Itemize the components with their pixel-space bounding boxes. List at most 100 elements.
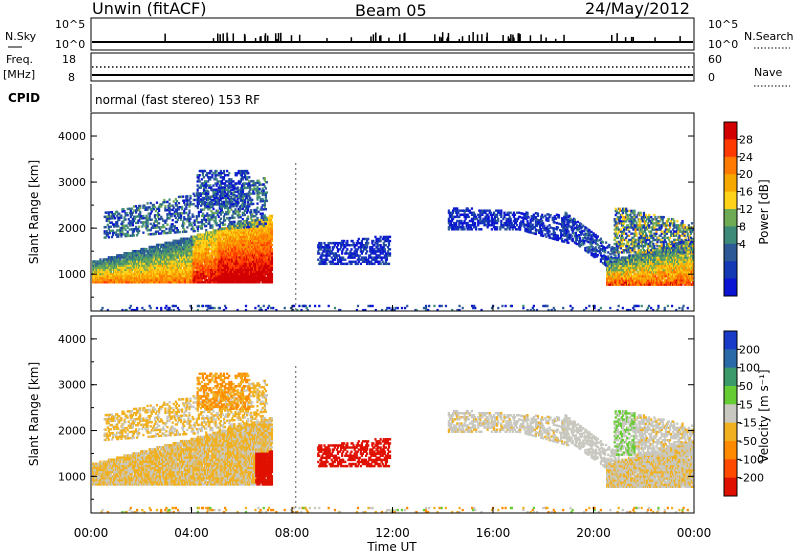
power-echo [174, 212, 177, 215]
power-echo [197, 221, 200, 224]
power-echo [270, 237, 274, 240]
power-echo [321, 254, 324, 257]
power-echo [258, 183, 261, 187]
power-echo [226, 268, 230, 272]
power-echo [193, 237, 196, 240]
power-echo [172, 200, 175, 203]
power-echo [246, 207, 250, 210]
power-echo [239, 194, 242, 198]
power-echo [264, 225, 267, 228]
nsky-spike [458, 38, 461, 42]
power-echo [219, 237, 222, 240]
power-echo [206, 174, 209, 177]
power-echo [270, 214, 274, 218]
power-echo [174, 247, 177, 251]
power-echo [201, 203, 205, 206]
power-echo [264, 193, 267, 196]
power-echo [185, 211, 188, 215]
power-echo [121, 256, 124, 259]
power-echo [219, 184, 222, 187]
power-echo [233, 245, 236, 249]
power-echo [228, 182, 231, 185]
power-echo [128, 256, 131, 259]
power-echo [232, 188, 235, 191]
power-echo [264, 187, 267, 190]
power-echo [171, 212, 174, 216]
power-echo [240, 205, 244, 208]
power-echo [200, 178, 203, 181]
power-echo [248, 184, 251, 187]
power-echo [269, 218, 273, 222]
power-echo [250, 266, 254, 269]
power-echo [327, 241, 330, 245]
power-echo [227, 212, 230, 216]
power-echo [165, 227, 168, 231]
power-echo [246, 215, 250, 218]
power-echo [123, 256, 126, 259]
power-echo [246, 209, 250, 212]
power-echo [109, 260, 113, 263]
power-echo [228, 180, 231, 183]
power-echo [336, 262, 340, 266]
power-echo [171, 252, 174, 255]
power-echo [233, 216, 236, 219]
power-echo [136, 234, 139, 237]
power-echo [223, 262, 226, 265]
power-echo [319, 260, 322, 263]
power-echo [202, 186, 206, 189]
power-echo [177, 201, 181, 205]
power-echo [240, 186, 244, 189]
power-echo [218, 190, 221, 193]
power-echo [270, 252, 274, 255]
power-echo [121, 278, 124, 282]
power-echo [142, 214, 145, 218]
power-echo [231, 200, 234, 204]
power-echo [132, 234, 136, 237]
power-echo [221, 231, 224, 234]
power-echo [242, 169, 246, 173]
nsky-spike [441, 32, 444, 42]
power-echo [256, 266, 259, 269]
power-echo [270, 223, 274, 226]
power-echo [235, 276, 238, 280]
power-echo [329, 241, 332, 245]
power-echo [250, 215, 253, 218]
power-echo [252, 274, 255, 278]
power-echo [192, 268, 195, 272]
power-echo [185, 205, 188, 208]
power-echo [201, 171, 205, 175]
power-echo [193, 194, 196, 197]
power-echo [211, 256, 214, 259]
power-echo [197, 178, 200, 181]
power-echo [189, 196, 192, 200]
power-echo [139, 256, 142, 259]
power-echo [132, 266, 136, 269]
power-echo [100, 266, 103, 269]
nave-tick-bottom: 0 [708, 71, 715, 84]
power-echo [146, 222, 149, 226]
power-echo [220, 205, 223, 208]
power-echo [189, 217, 192, 221]
power-echo [330, 250, 333, 253]
power-echo [145, 247, 148, 251]
power-echo [201, 174, 205, 177]
power-echo [161, 203, 164, 206]
power-echo [321, 260, 324, 263]
power-echo [226, 217, 229, 220]
nsky-spike [486, 32, 488, 42]
power-echo [127, 272, 130, 276]
power-echo [208, 233, 211, 236]
power-echo [223, 174, 227, 177]
power-echo [197, 176, 200, 179]
power-echo [126, 226, 129, 229]
power-echo [211, 218, 214, 221]
power-echo [197, 212, 200, 216]
power-echo [235, 205, 238, 208]
power-echo [143, 204, 146, 207]
power-echo [145, 276, 148, 280]
power-echo [232, 184, 235, 187]
nsky-spike [447, 36, 449, 42]
power-echo [226, 180, 229, 183]
power-echo [270, 274, 274, 278]
power-echo [124, 214, 127, 217]
